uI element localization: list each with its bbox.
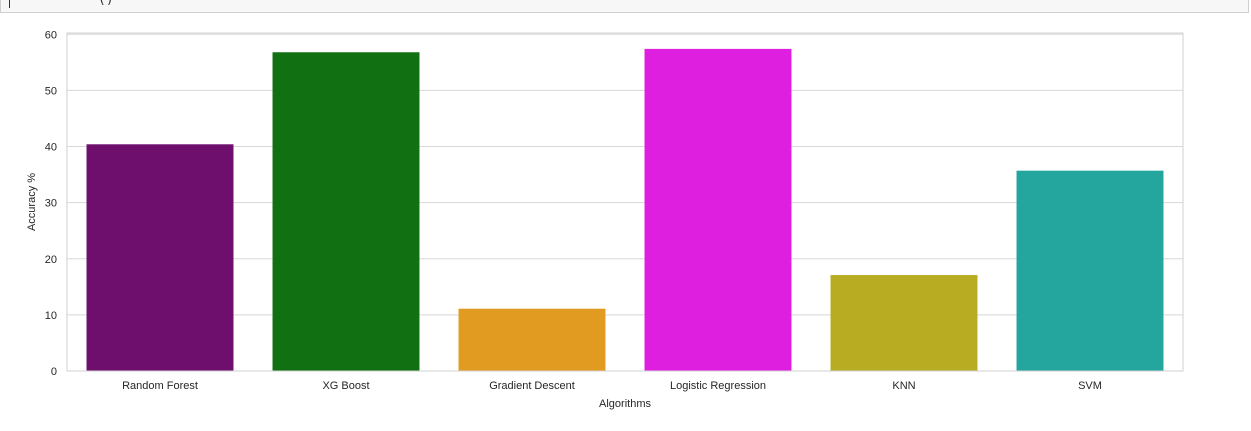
x-tick-label: XG Boost (322, 380, 369, 392)
x-axis-title: Algorithms (599, 398, 651, 410)
bar-svm (1016, 170, 1164, 371)
code-text: () (98, 0, 114, 7)
plot-background (67, 33, 1183, 371)
y-tick-label: 20 (45, 254, 57, 266)
x-tick-labels: Random Forest XG Boost Gradient Descent Log… (122, 380, 1102, 392)
y-tick-label: 40 (45, 142, 57, 154)
code-cursor (9, 0, 10, 8)
x-tick-label: Gradient Descent (489, 380, 575, 392)
y-tick-label: 50 (45, 85, 57, 97)
plot-frame (66, 32, 1184, 372)
x-tick-label: KNN (892, 380, 915, 392)
bar-knn (830, 275, 978, 371)
bar-logistic-regression (644, 48, 792, 372)
bar-gradient-descent (458, 308, 606, 371)
y-tick-label: 60 (45, 29, 57, 41)
bar-xg-boost (272, 52, 420, 372)
y-tick-label: 30 (45, 198, 57, 210)
y-tick-labels: 0 10 20 30 40 50 60 (45, 29, 57, 378)
x-tick-label: SVM (1078, 380, 1102, 392)
x-tick-label: Logistic Regression (670, 380, 766, 392)
bars (86, 48, 1164, 372)
y-tick-label: 10 (45, 310, 57, 322)
x-tick-label: Random Forest (122, 380, 198, 392)
code-cell-tail[interactable]: () (0, 0, 1249, 13)
bar-random-forest (86, 144, 234, 371)
y-axis-title: Accuracy % (26, 173, 38, 231)
y-tick-label: 0 (51, 366, 57, 378)
